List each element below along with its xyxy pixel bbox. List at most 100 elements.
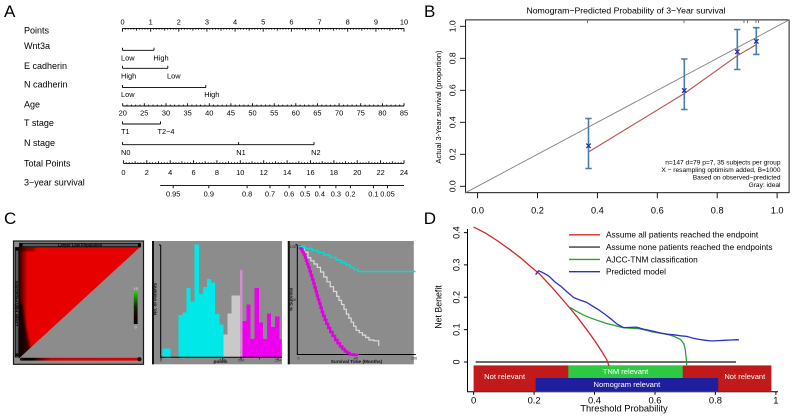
svg-text:X − resampling optimism added,: X − resampling optimism added, B=1000: [661, 167, 780, 174]
svg-text:AJCC-TNM classification: AJCC-TNM classification: [606, 254, 698, 264]
svg-text:0.95: 0.95: [166, 189, 180, 198]
svg-text:E cadherin: E cadherin: [24, 61, 67, 71]
svg-text:Nomogram relevant: Nomogram relevant: [594, 380, 662, 389]
svg-text:70: 70: [335, 108, 343, 117]
svg-text:3−year survival: 3−year survival: [24, 178, 85, 188]
svg-text:10: 10: [236, 168, 244, 177]
svg-text:0.05: 0.05: [380, 189, 394, 198]
svg-text:Larger Low Population: Larger Low Population: [58, 243, 103, 248]
svg-text:25: 25: [140, 108, 148, 117]
svg-text:24: 24: [400, 168, 408, 177]
svg-text:points: points: [213, 359, 227, 364]
svg-text:0: 0: [471, 394, 476, 405]
svg-text:5: 5: [261, 17, 265, 26]
svg-text:80: 80: [378, 108, 386, 117]
svg-text:40: 40: [354, 357, 358, 361]
svg-text:7: 7: [317, 17, 321, 26]
svg-text:0.8: 0.8: [711, 205, 724, 215]
svg-text:30: 30: [162, 108, 170, 117]
svg-text:Survival Time (Months): Survival Time (Months): [331, 359, 383, 364]
svg-text:0.6: 0.6: [648, 394, 661, 405]
svg-text:0.2: 0.2: [448, 148, 458, 160]
svg-text:Assume all patients reached th: Assume all patients reached the endpoint: [606, 230, 759, 240]
svg-text:8: 8: [215, 168, 219, 177]
svg-text:0.4: 0.4: [452, 226, 462, 239]
svg-text:65: 65: [313, 108, 321, 117]
svg-text:0.5: 0.5: [300, 189, 310, 198]
svg-text:N0: N0: [121, 148, 130, 157]
svg-text:Low: Low: [167, 72, 181, 81]
svg-text:10: 10: [400, 17, 408, 26]
svg-text:10: 10: [133, 286, 138, 291]
svg-text:0.4: 0.4: [588, 394, 601, 405]
svg-text:0.4: 0.4: [315, 189, 325, 198]
svg-text:Threshold Probability: Threshold Probability: [580, 403, 668, 413]
svg-text:1.0: 1.0: [448, 20, 458, 32]
svg-text:T2−4: T2−4: [157, 127, 174, 136]
svg-text:2: 2: [145, 168, 149, 177]
svg-text:254: 254: [275, 359, 281, 363]
svg-text:0.2: 0.2: [345, 189, 355, 198]
svg-text:Based on observed−predicted: Based on observed−predicted: [693, 175, 781, 182]
svg-text:T1: T1: [121, 127, 130, 136]
svg-text:20: 20: [353, 168, 361, 177]
svg-text:1.0: 1.0: [771, 205, 784, 215]
svg-text:0.6: 0.6: [651, 205, 664, 215]
svg-text:Not relevant: Not relevant: [484, 372, 526, 381]
svg-text:C: C: [4, 209, 16, 228]
svg-text:0.1: 0.1: [452, 323, 462, 336]
svg-text:9: 9: [374, 17, 378, 26]
svg-text:20: 20: [119, 108, 127, 117]
svg-text:0.7: 0.7: [265, 189, 275, 198]
svg-text:6: 6: [289, 17, 293, 26]
svg-text:Not relevant: Not relevant: [724, 372, 766, 381]
svg-text:204: 204: [238, 359, 244, 363]
svg-text:0.0: 0.0: [448, 180, 458, 192]
svg-text:0: 0: [160, 359, 162, 363]
svg-text:D: D: [424, 209, 436, 228]
svg-text:18: 18: [330, 168, 338, 177]
svg-text:Total Points: Total Points: [24, 158, 71, 168]
svg-text:0.2: 0.2: [452, 291, 462, 304]
svg-text:High: High: [204, 90, 219, 99]
svg-text:1: 1: [773, 394, 778, 405]
svg-text:0: 0: [120, 17, 124, 26]
svg-text:2: 2: [177, 17, 181, 26]
svg-text:n=147 d=79 p=7, 35 subjects pe: n=147 d=79 p=7, 35 subjects per group: [665, 160, 781, 167]
svg-text:8: 8: [346, 17, 350, 26]
svg-text:0.2: 0.2: [531, 205, 544, 215]
svg-text:0.4: 0.4: [591, 205, 604, 215]
svg-text:0.0: 0.0: [471, 205, 484, 215]
svg-text:No. of Patients: No. of Patients: [153, 282, 158, 315]
svg-text:0.6: 0.6: [284, 189, 294, 198]
svg-text:Low: Low: [121, 54, 135, 63]
svg-text:4: 4: [233, 17, 237, 26]
svg-text:Assume none patients reached t: Assume none patients reached the endpoin…: [606, 242, 773, 252]
svg-text:0.6: 0.6: [448, 84, 458, 96]
svg-text:0.3: 0.3: [331, 189, 341, 198]
svg-text:4: 4: [168, 168, 172, 177]
svg-text:Larger High Population: Larger High Population: [14, 280, 19, 326]
svg-text:Age: Age: [24, 99, 40, 109]
svg-text:0.8: 0.8: [709, 394, 722, 405]
svg-text:6: 6: [192, 168, 196, 177]
svg-text:16: 16: [306, 168, 314, 177]
svg-text:0.9: 0.9: [204, 189, 214, 198]
svg-text:N2: N2: [311, 148, 320, 157]
svg-text:35: 35: [183, 108, 191, 117]
svg-text:TNM relevant: TNM relevant: [603, 367, 649, 376]
svg-text:N1: N1: [236, 148, 245, 157]
svg-text:0.2: 0.2: [528, 394, 541, 405]
svg-text:A: A: [4, 2, 16, 21]
svg-text:Gray: ideal: Gray: ideal: [749, 182, 781, 189]
svg-text:85: 85: [400, 108, 408, 117]
svg-text:60: 60: [292, 108, 300, 117]
svg-text:N stage: N stage: [24, 138, 55, 148]
svg-text:150: 150: [220, 359, 226, 363]
svg-text:Nomogram−Predicted Probability: Nomogram−Predicted Probability of 3−Year…: [526, 5, 725, 15]
svg-text:High: High: [121, 72, 136, 81]
svg-text:50: 50: [248, 108, 256, 117]
svg-text:0: 0: [135, 325, 138, 330]
svg-text:Predicted model: Predicted model: [606, 267, 666, 277]
svg-text:100: 100: [290, 245, 296, 249]
